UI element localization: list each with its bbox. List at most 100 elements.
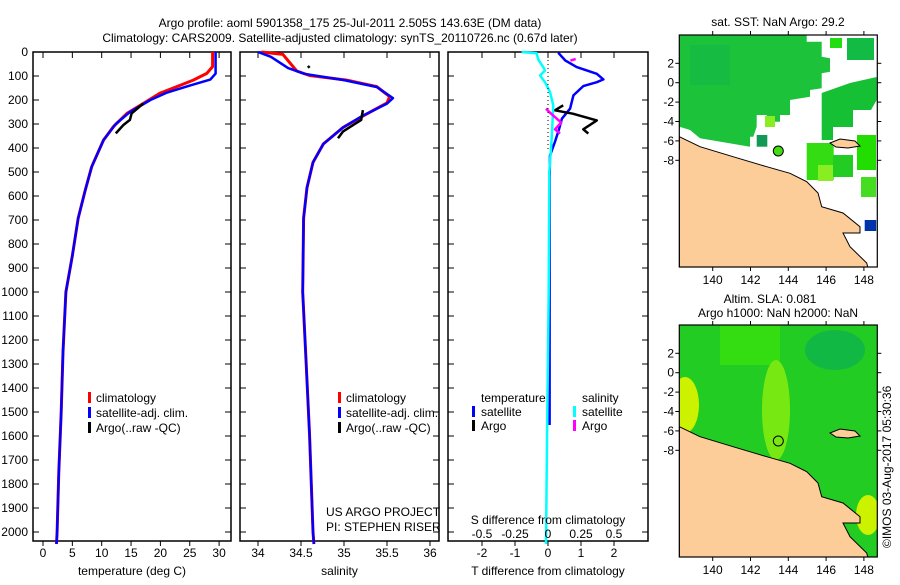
legend-swatch (573, 420, 576, 431)
land-new-guinea (679, 136, 869, 267)
legend-swatch (88, 392, 91, 403)
lat-tick-label: -4 (663, 405, 674, 419)
depth-tick-label: 2000 (1, 525, 28, 539)
sst-data-patch (861, 177, 876, 197)
depth-tick-label: 1500 (1, 405, 28, 419)
legend-label: Argo(..raw -QC) (96, 421, 181, 435)
depth-tick-label: 1300 (1, 357, 28, 371)
sst-data-patch (830, 38, 842, 48)
sst-data-region (821, 77, 877, 140)
profile-panel-3 (447, 50, 649, 546)
legend-swatch (472, 406, 475, 417)
sla-map-title-line2: Argo h1000: NaN h2000: NaN (698, 306, 858, 320)
legend-label: climatology (96, 391, 156, 405)
sla-map (675, 321, 882, 561)
plot-frame (32, 51, 232, 542)
x-tick-label: 0 (40, 546, 47, 560)
lat-tick-label: 0 (667, 366, 674, 380)
argo-float-location-marker (772, 435, 784, 447)
figure-title-line2: Climatology: CARS2009. Satellite-adjuste… (102, 31, 577, 45)
lat-tick-label: 0 (667, 76, 674, 90)
land-new-guinea (679, 426, 869, 557)
x-tick-label: 34 (251, 546, 265, 560)
profile-panel-2 (239, 50, 440, 546)
x-tick-label: -1 (510, 546, 521, 560)
depth-tick-label: 0 (21, 45, 28, 59)
x-tick-label: -2 (477, 546, 488, 560)
secondary-x-tick-label: 0 (545, 527, 552, 541)
series-line-climatology (55, 52, 215, 545)
legend-swatch (338, 392, 341, 403)
sst-data-patch (864, 220, 877, 231)
depth-tick-label: 900 (8, 261, 28, 275)
secondary-x-axis-label: S difference from climatology (471, 513, 626, 527)
legend-heading-salinity: salinity (582, 391, 619, 405)
x-tick-label: 2 (611, 546, 618, 560)
lon-tick-label: 142 (740, 273, 760, 287)
depth-tick-label: 400 (8, 141, 28, 155)
legend-swatch (573, 406, 576, 417)
pi-annotation: PI: STEPHEN RISER (326, 520, 441, 534)
depth-tick-label: 1900 (1, 501, 28, 515)
map-frame (678, 324, 878, 558)
lon-tick-label: 140 (703, 273, 723, 287)
series-line-s-satellite (521, 50, 555, 545)
series-line-argo-raw-qc- (114, 102, 145, 135)
lon-tick-label: 140 (703, 563, 723, 577)
sst-map-title: sat. SST: NaN Argo: 29.2 (711, 15, 845, 29)
sla-map-title-line1: Altim. SLA: 0.081 (724, 292, 817, 306)
x-tick-label: 25 (183, 546, 197, 560)
map-content (679, 325, 878, 557)
x-axis-label: salinity (321, 564, 358, 578)
legend-swatch (472, 420, 475, 431)
series-line-argo-raw-qc-near-surface (306, 65, 311, 69)
lon-tick-label: 146 (816, 563, 836, 577)
x-tick-label: 35.5 (375, 546, 399, 560)
x-tick-label: 30 (212, 546, 226, 560)
x-axis-label: T difference from climatology (471, 564, 625, 578)
series-line-s-argo-deep (545, 107, 563, 135)
lon-tick-label: 144 (778, 563, 798, 577)
sst-data-patch (756, 135, 768, 147)
depth-tick-label: 800 (8, 237, 28, 251)
sst-data-patch (690, 45, 730, 85)
series-line-climatology (261, 50, 392, 545)
sla-data-patch (720, 325, 780, 365)
x-tick-label: 20 (154, 546, 168, 560)
depth-tick-label: 100 (8, 69, 28, 83)
depth-tick-label: 1400 (1, 381, 28, 395)
depth-tick-label: 1700 (1, 453, 28, 467)
lat-tick-label: 2 (667, 56, 674, 70)
x-tick-label: 36 (423, 546, 437, 560)
sla-data-patch (679, 377, 699, 433)
sst-map (675, 31, 882, 271)
lat-tick-label: -2 (663, 95, 674, 109)
plot-frame (239, 51, 440, 542)
sst-data-patch (857, 135, 876, 170)
map-content (679, 35, 877, 267)
legend-label: satellite (582, 405, 623, 419)
land-island (828, 138, 862, 149)
depth-tick-label: 1200 (1, 333, 28, 347)
lat-tick-label: -8 (663, 153, 674, 167)
depth-tick-label: 300 (8, 117, 28, 131)
sst-data-patch (765, 116, 775, 127)
legend-label: Argo (582, 419, 608, 433)
depth-tick-label: 600 (8, 189, 28, 203)
project-annotation: US ARGO PROJECT (326, 505, 441, 519)
lon-tick-label: 146 (816, 273, 836, 287)
x-tick-label: 1 (578, 546, 585, 560)
imos-credit: ©IMOS 03-Aug-2017 05:30:36 (880, 385, 894, 548)
series-line-s-argo (570, 57, 577, 62)
lon-tick-label: 144 (778, 273, 798, 287)
legend-swatch (88, 407, 91, 418)
x-axis-label: temperature (deg C) (78, 564, 186, 578)
legend-label: Argo (481, 419, 507, 433)
legend-heading-temperature: temperature (481, 391, 546, 405)
depth-tick-label: 200 (8, 93, 28, 107)
lat-tick-label: 2 (667, 346, 674, 360)
figure-title-line1: Argo profile: aoml 5901358_175 25-Jul-20… (159, 16, 542, 30)
secondary-x-tick-label: 0.5 (606, 527, 623, 541)
legend-label: satellite-adj. clim. (96, 406, 188, 420)
series-line-t-argo (553, 104, 599, 135)
